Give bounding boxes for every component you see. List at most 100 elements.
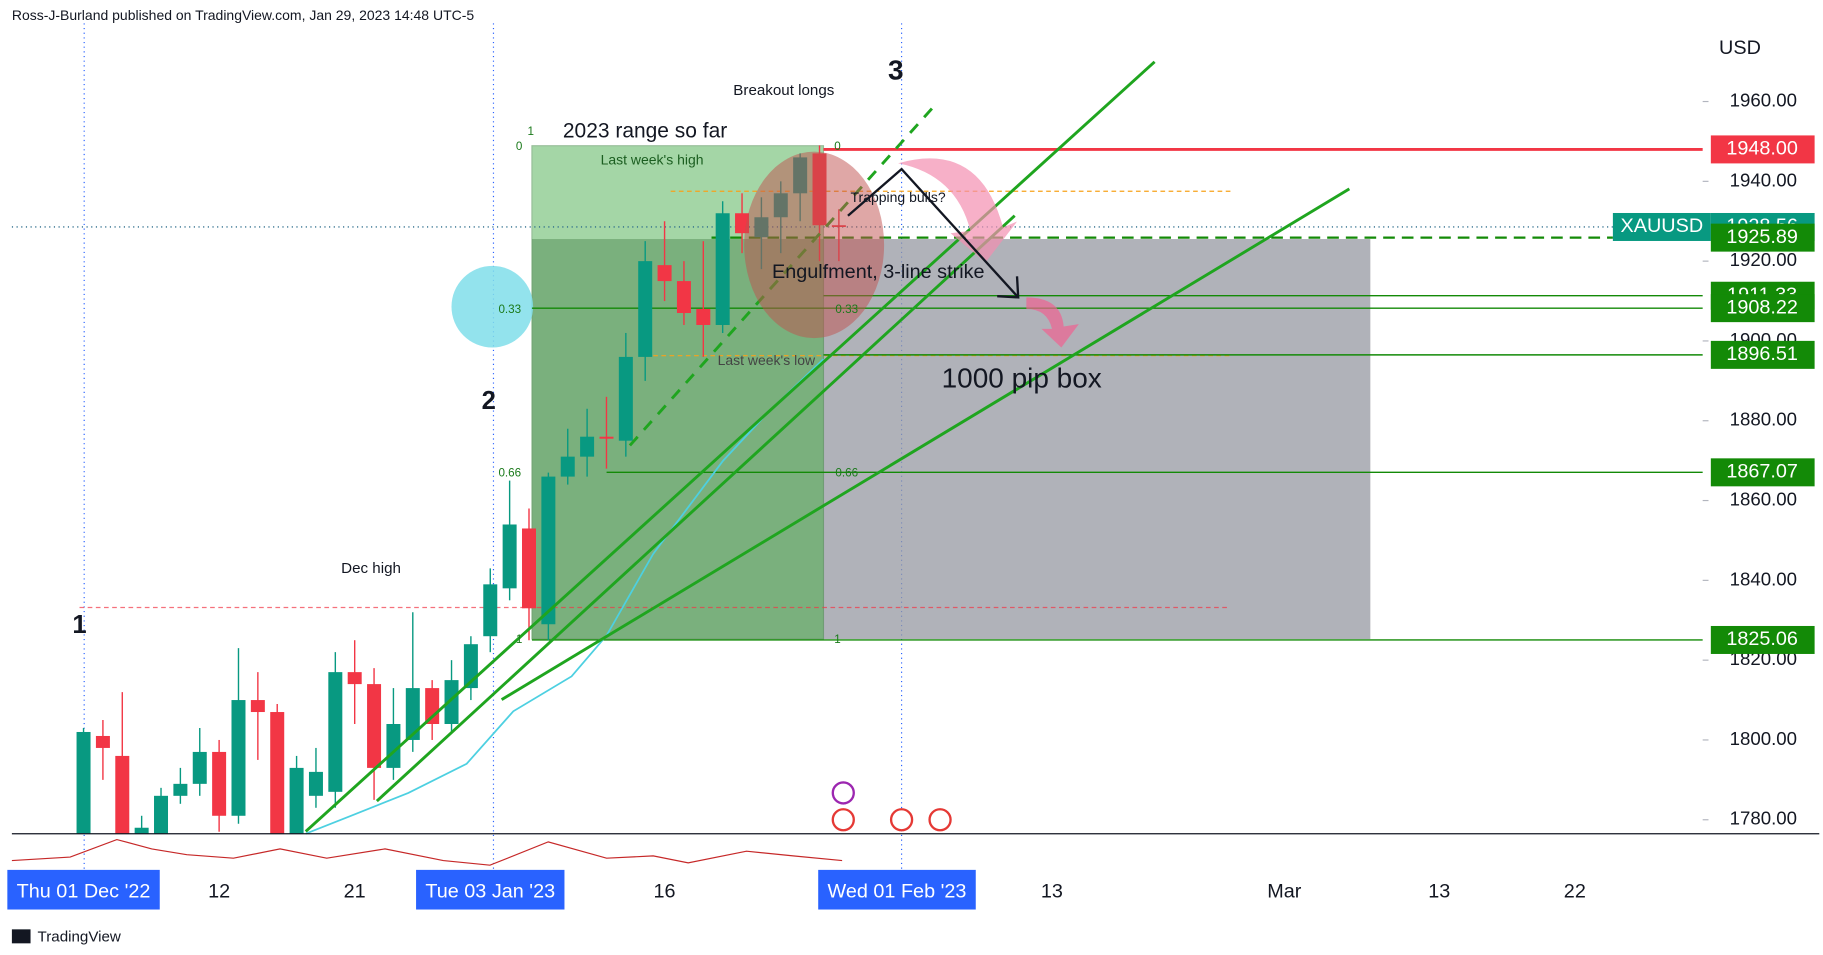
price-label-box — [1710, 458, 1815, 487]
candle-body — [250, 700, 265, 713]
candle-body — [638, 261, 653, 357]
candle-body — [657, 265, 672, 282]
candle-body — [95, 735, 110, 748]
y-tick-label: 1920.00 — [1730, 249, 1797, 270]
header: Ross-J-Burland published on TradingView.… — [12, 7, 474, 23]
candle-body — [115, 755, 130, 834]
candle-body — [328, 672, 343, 792]
x-tick-label: Tue 03 Jan '23 — [425, 880, 555, 902]
annotation: Last week's low — [718, 352, 816, 368]
x-tick-label: 13 — [1428, 880, 1450, 902]
annotation: 1 — [528, 125, 534, 138]
candle-body — [192, 751, 207, 784]
candle-body — [289, 767, 304, 834]
x-tick-highlight — [416, 869, 565, 910]
symbol-label: XAUUSD — [1621, 215, 1704, 237]
trend-line-dashed — [628, 106, 935, 447]
annotation: Engulfment, 3-line strike — [772, 261, 985, 283]
candle-body — [522, 528, 536, 609]
y-tick-label: 1780.00 — [1730, 808, 1797, 829]
candle-body — [580, 436, 595, 457]
trend-line — [500, 187, 1351, 701]
annotation: 0.66 — [498, 466, 521, 479]
event-icon — [831, 781, 855, 805]
annotation: 0 — [834, 140, 841, 153]
annotation: 1 — [516, 633, 522, 646]
annotation: 1 — [834, 633, 840, 646]
y-tick-label: 1800.00 — [1730, 728, 1797, 749]
candle-body — [134, 827, 149, 834]
x-tick-label: 21 — [344, 880, 366, 902]
candle-body — [270, 712, 285, 834]
oscillator — [11, 838, 843, 866]
annotation: 0 — [516, 140, 523, 153]
y-tick-label: 1860.00 — [1730, 488, 1797, 509]
x-tick-label: 16 — [654, 880, 676, 902]
price-label-box — [1710, 625, 1815, 654]
candle-body — [483, 584, 498, 637]
brand: TradingView — [38, 929, 121, 946]
annotation: 1 — [72, 611, 86, 639]
x-tick-label: 12 — [208, 880, 230, 902]
price-label-box — [1710, 340, 1815, 369]
candle-body — [347, 672, 362, 685]
brand-logo — [11, 929, 31, 944]
price-label: 1908.22 — [1726, 296, 1798, 318]
x-tick-label: Thu 01 Dec '22 — [17, 880, 151, 902]
candle-body — [618, 356, 633, 441]
candle-body — [405, 688, 420, 740]
event-flag — [889, 808, 914, 832]
curved-arrow — [898, 158, 1018, 263]
candle-body — [212, 751, 227, 816]
candle-body — [696, 309, 711, 325]
x-tick-label: Mar — [1267, 880, 1302, 902]
candle-body — [502, 524, 517, 589]
candle-body — [231, 700, 246, 816]
annotation: 0.33 — [498, 303, 521, 316]
candle-body — [76, 731, 91, 834]
annotation: Dec high — [341, 560, 401, 577]
overlays: Ross-J-Burland published on TradingView.… — [7, 7, 1820, 946]
y-tick-label: 1940.00 — [1730, 169, 1797, 190]
price-label: 1867.07 — [1726, 461, 1798, 483]
candle-body — [173, 783, 188, 796]
annotation: 0.33 — [835, 303, 858, 316]
candle-body — [715, 213, 730, 325]
price-label-box — [1710, 294, 1815, 323]
trend-line — [375, 214, 1016, 803]
y-tick-label: 1840.00 — [1730, 568, 1797, 589]
candle-body — [599, 436, 614, 439]
arrow-head — [997, 276, 1020, 299]
trend-line — [304, 60, 1156, 833]
price-label: 1948.00 — [1726, 138, 1798, 160]
price-label-box — [1710, 135, 1815, 164]
y-tick-label: 1960.00 — [1730, 89, 1797, 110]
annotation: Trapping bulls? — [851, 189, 946, 205]
candle-body — [308, 771, 323, 796]
curved-arrow — [1026, 297, 1079, 348]
y-tick-label: 1880.00 — [1730, 409, 1797, 430]
x-tick-highlight — [7, 869, 160, 910]
moving-average — [305, 358, 825, 835]
x-tick-label: 22 — [1564, 880, 1586, 902]
symbol-label-box — [1612, 212, 1711, 241]
projection-arrow — [847, 167, 1020, 299]
candle-body — [154, 795, 169, 834]
annotation: 2023 range so far — [563, 119, 727, 142]
annotation: Breakout longs — [733, 82, 834, 99]
pip-box — [823, 239, 1371, 639]
candle-body — [676, 281, 691, 314]
annotation: 0.66 — [835, 466, 858, 479]
candle-body — [560, 456, 575, 477]
x-tick-label: 13 — [1041, 880, 1063, 902]
candle-body — [541, 476, 556, 625]
x-tick-highlight — [818, 869, 976, 910]
annotation: 1000 pip box — [942, 363, 1102, 394]
annotation: Last week's high — [601, 152, 704, 168]
marker-circle — [451, 265, 534, 348]
annotation: 3 — [888, 55, 904, 86]
candle-body — [444, 680, 459, 724]
price-label-box — [1710, 223, 1815, 252]
event-flag — [831, 808, 855, 832]
